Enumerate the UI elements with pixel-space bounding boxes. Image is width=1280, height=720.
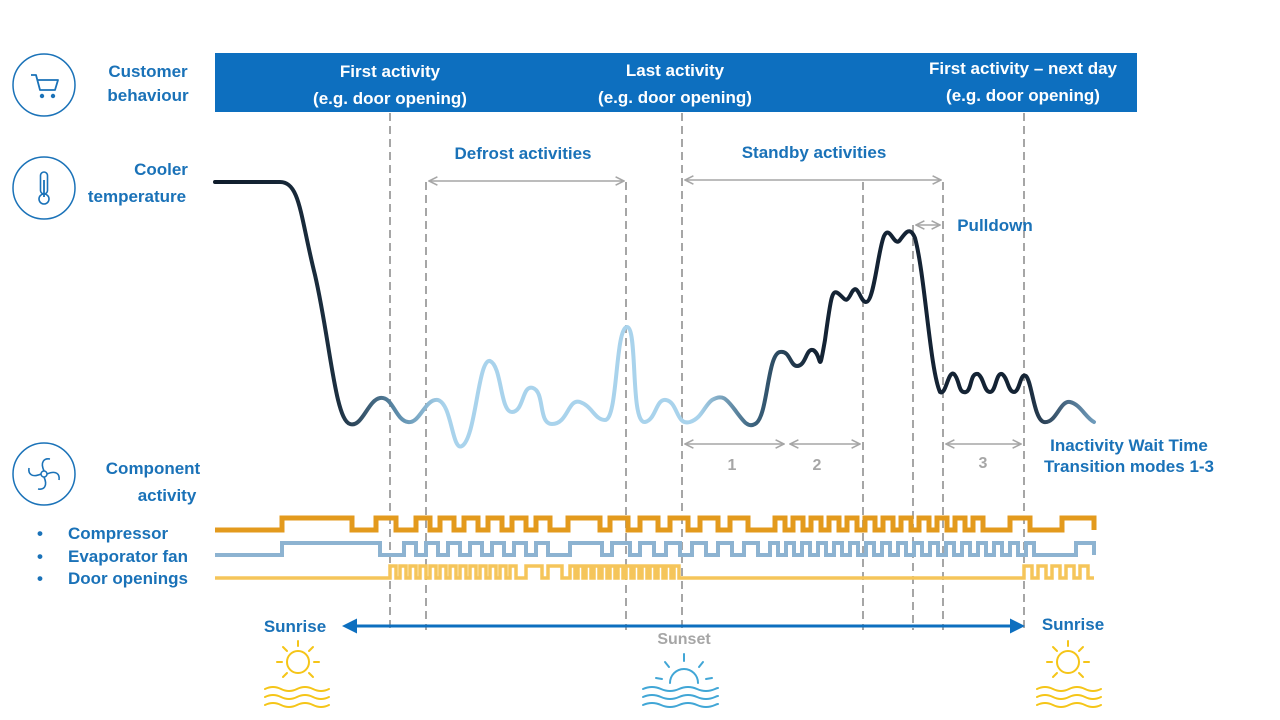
next-day-activity-title: First activity – next day [929,59,1118,78]
customer-behaviour-label-2: behaviour [107,86,189,105]
transition-modes-label: Transition modes 1-3 [1044,457,1214,476]
next-day-activity-subtitle: (e.g. door opening) [946,86,1100,105]
cooler-temperature-curve [213,180,1096,449]
compressor-trace [215,515,1097,533]
defrost-activities-label: Defrost activities [455,144,592,163]
evaporator-bullet: • [37,547,43,566]
mode-2-label: 2 [813,457,822,474]
standby-activities-label: Standby activities [742,143,887,162]
last-activity-title: Last activity [626,61,725,80]
thermometer-icon [12,156,76,220]
cart-icon [12,53,76,117]
sunset-icon [642,653,719,708]
sunrise-icon-left [264,640,330,708]
header-band [215,53,1137,112]
sunrise-left-label: Sunrise [264,617,326,636]
range-arrows [429,180,1021,444]
mode-3-label: 3 [979,455,988,472]
fan-icon [12,442,76,506]
compressor-bullet: • [37,524,43,543]
sunrise-right-label: Sunrise [1042,615,1104,634]
first-activity-subtitle: (e.g. door opening) [313,89,467,108]
evaporator-legend-label: Evaporator fan [68,547,188,566]
first-activity-title: First activity [340,62,441,81]
sunset-label: Sunset [657,631,711,648]
inactivity-wait-time-label: Inactivity Wait Time [1050,436,1208,455]
last-activity-subtitle: (e.g. door opening) [598,88,752,107]
component-activity-label-2: activity [138,486,197,505]
customer-behaviour-label-1: Customer [108,62,188,81]
pulldown-label: Pulldown [957,216,1033,235]
door-bullet: • [37,569,43,588]
component-activity-label-1: Component [106,459,201,478]
mode-1-label: 1 [728,457,737,474]
sunrise-icon-right [1036,640,1102,708]
evaporator-fan-trace [215,541,1096,557]
door-legend-label: Door openings [68,569,188,588]
door-openings-trace [215,564,1094,580]
compressor-legend-label: Compressor [68,524,169,543]
cooler-temperature-label-1: Cooler [134,160,188,179]
cooler-temperature-label-2: temperature [88,187,186,206]
